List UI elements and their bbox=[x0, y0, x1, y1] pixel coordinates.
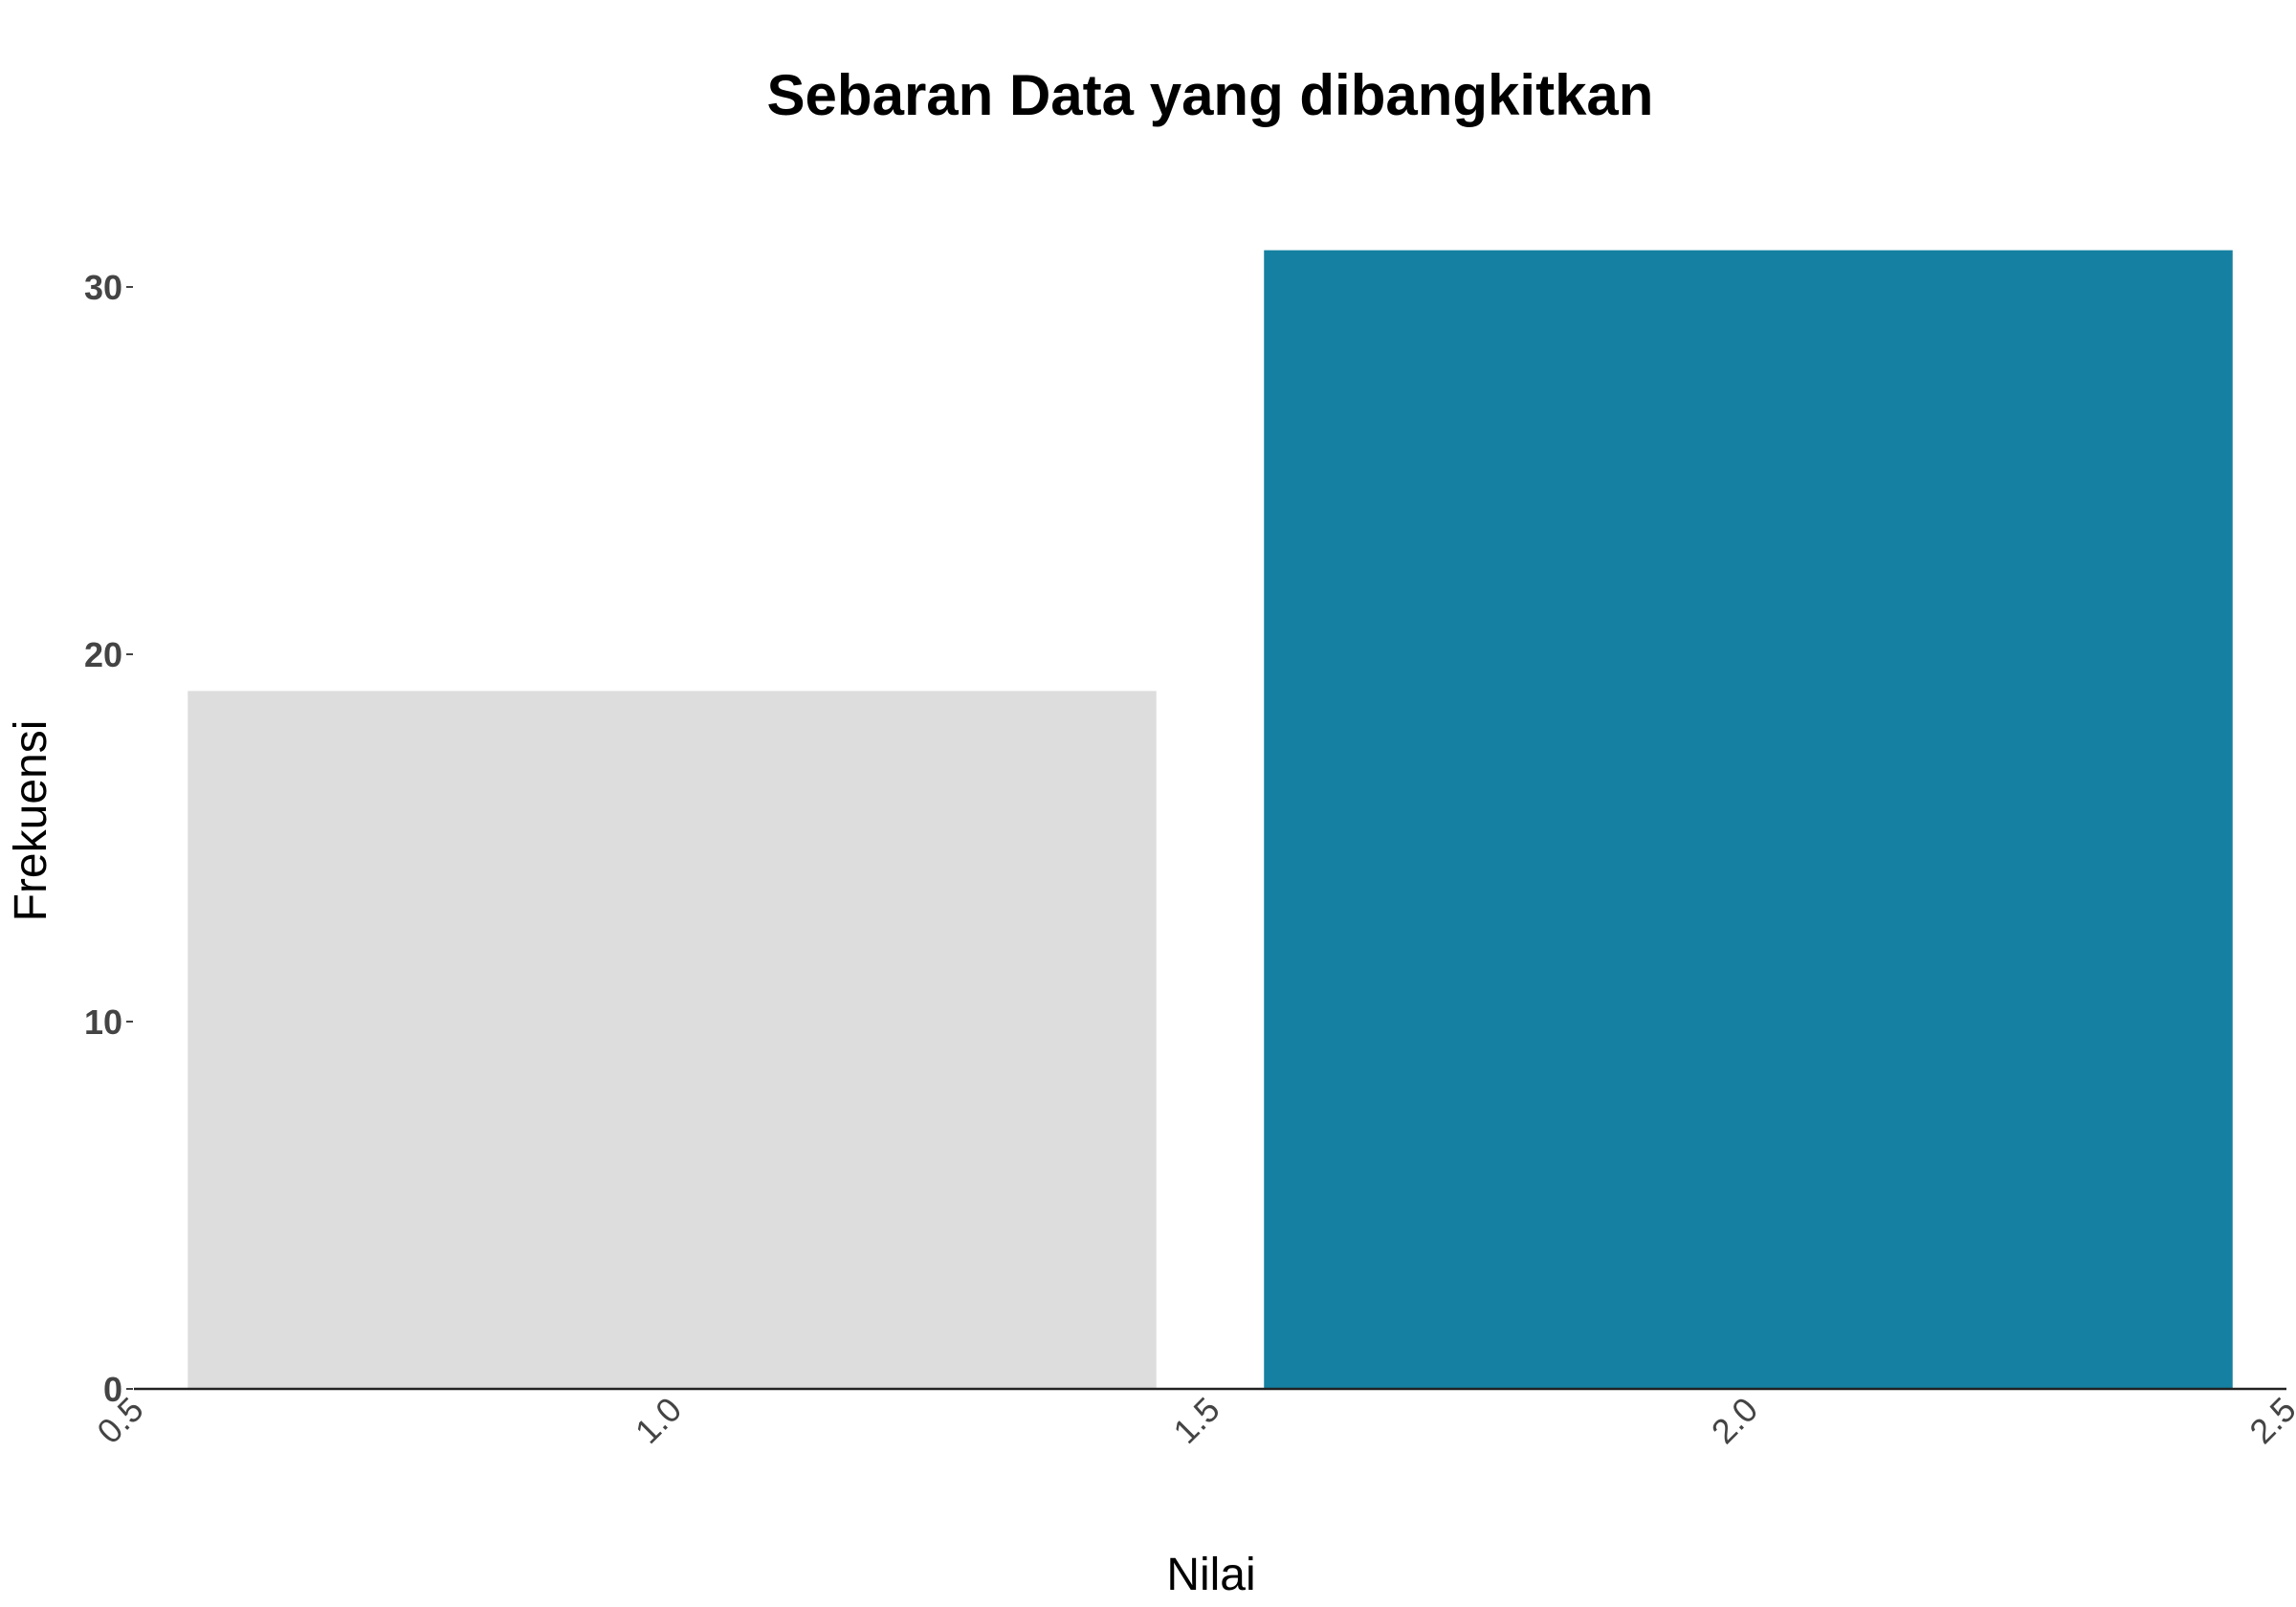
bars-group bbox=[188, 250, 2233, 1390]
x-axis-title: Nilai bbox=[1166, 1550, 1255, 1600]
y-axis-title: Frekuensi bbox=[6, 720, 56, 922]
x-tick-label: 1.0 bbox=[628, 1390, 689, 1451]
x-tick-label: 1.5 bbox=[1165, 1390, 1226, 1451]
x-axis: 0.5 1.0 1.5 2.0 2.5 bbox=[89, 1390, 2296, 1451]
y-tick-label: 30 bbox=[84, 268, 122, 307]
x-tick-label: 0.5 bbox=[89, 1390, 150, 1451]
chart-title: Sebaran Data yang dibangkitkan bbox=[767, 63, 1654, 127]
histogram-bar-1 bbox=[188, 691, 1157, 1389]
y-tick-label: 10 bbox=[84, 1002, 122, 1042]
y-tick-label: 0 bbox=[103, 1370, 122, 1409]
x-tick-label: 2.0 bbox=[1704, 1390, 1765, 1451]
x-tick-label: 2.5 bbox=[2241, 1390, 2296, 1451]
y-axis: 0 10 20 30 bbox=[84, 268, 133, 1409]
histogram-bar-2 bbox=[1264, 250, 2233, 1390]
y-tick-label: 20 bbox=[84, 635, 122, 674]
